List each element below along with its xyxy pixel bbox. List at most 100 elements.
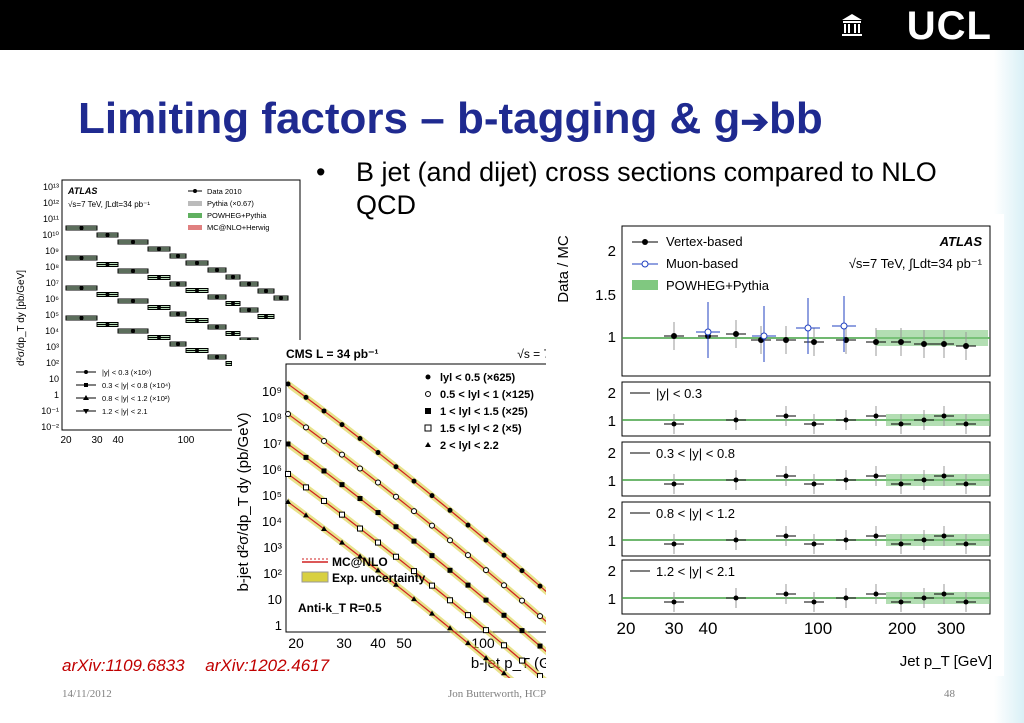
ytick: 10⁻² [41, 422, 59, 432]
legend-entry: Pythia (×0.67) [207, 199, 254, 208]
footer-page-number: 48 [944, 688, 955, 700]
reference-link[interactable]: arXiv:1109.6833 [62, 656, 185, 675]
data-point [941, 591, 947, 597]
data-point [898, 339, 904, 345]
data-point [175, 311, 181, 317]
footer-author: Jon Butterworth, HCP [448, 688, 547, 700]
data-point [921, 537, 927, 543]
data-point [733, 331, 739, 337]
data-point [811, 481, 817, 487]
ytick: 2 [608, 385, 616, 402]
data-point [483, 627, 489, 634]
data-point [321, 497, 327, 504]
data-point [375, 479, 381, 486]
data-point [393, 581, 399, 587]
data-point [285, 411, 291, 417]
ytick: 10⁻¹ [41, 406, 59, 416]
data-point [375, 539, 381, 546]
data-point [263, 288, 269, 294]
data-point [285, 441, 291, 447]
panel-label: 0.8 < |y| < 1.2 [656, 506, 735, 521]
data-point [175, 281, 181, 287]
ytick: 10⁵ [262, 488, 282, 503]
data-point [447, 537, 453, 544]
panel-label: 1.2 < |y| < 2.1 [656, 564, 735, 579]
ytick: 1 [608, 533, 616, 550]
data-point [921, 341, 927, 347]
data-point [501, 670, 507, 676]
data-point [156, 335, 162, 340]
top-bar [0, 0, 1024, 50]
ytick: 10¹³ [43, 182, 59, 192]
data-point [105, 262, 110, 267]
atlas-ratio-plot: Data / MC 2 1.5 1 Vertex-based Muon-base… [546, 214, 1004, 676]
data-point [963, 541, 969, 547]
data-point [483, 567, 489, 574]
atlas-left-legend: Data 2010 Pythia (×0.67) POWHEG+Pythia M… [188, 187, 269, 232]
legend-entry: 1.5 < lyl < 2 (×5) [440, 423, 522, 435]
ytick: 10¹¹ [43, 214, 59, 224]
xtick: 40 [112, 435, 124, 446]
data-point [537, 613, 543, 620]
data-point [447, 597, 453, 604]
uncertainty-band [288, 498, 515, 678]
data-point [873, 413, 879, 419]
data-point [285, 381, 291, 387]
data-point [843, 537, 849, 543]
data-point [130, 298, 136, 304]
slide-title: Limiting factors – b-tagging & g➔bb [78, 94, 823, 143]
data-point [429, 582, 435, 589]
panel-label: 0.3 < |y| < 0.8 [656, 446, 735, 461]
data-point [156, 305, 162, 310]
data-point [811, 421, 817, 427]
data-point [79, 225, 84, 231]
data-point [339, 511, 345, 518]
legend-entry: 0.8 < |y| < 1.2 (×10²) [102, 394, 170, 403]
data-point [339, 539, 345, 545]
data-point [519, 597, 525, 604]
data-point [483, 597, 489, 603]
legend-entry: 2 < lyl < 2.2 [440, 440, 499, 452]
legend-entry: 1 < lyl < 1.5 (×25) [440, 406, 528, 418]
legend-entry: 0.3 < |y| < 0.8 (×10⁴) [102, 381, 171, 390]
atlas-left-rapidity-legend: |y| < 0.3 (×10⁶) 0.3 < |y| < 0.8 (×10⁴) … [76, 368, 171, 416]
data-point [537, 673, 543, 678]
data-point [285, 471, 291, 477]
data-point [194, 348, 200, 353]
data-point [393, 524, 399, 530]
data-point [339, 451, 345, 458]
cms-legend2: MC@NLO Exp. uncertainty Anti-k_T R=0.5 [298, 555, 426, 615]
reference-link[interactable]: arXiv:1202.4617 [205, 656, 330, 675]
ytick: 2 [608, 563, 616, 580]
ytick: 10 [268, 592, 282, 607]
data-point [246, 281, 252, 287]
data-point [873, 533, 879, 539]
data-point [375, 450, 381, 456]
data-point [537, 583, 543, 589]
data-point [519, 568, 525, 574]
atlas-right-label: ATLAS [939, 234, 983, 249]
data-point [671, 421, 677, 427]
atlas-right-top-series [622, 296, 990, 362]
data-point [411, 596, 417, 602]
legend-entry: 0.5 < lyl < 1 (×125) [440, 389, 534, 401]
data-point [411, 568, 417, 575]
data-point [105, 292, 110, 297]
data-point [79, 285, 84, 291]
data-point [130, 268, 136, 274]
data-point [733, 417, 739, 423]
ytick: 10² [46, 358, 59, 368]
data-point [898, 421, 904, 427]
ytick: 1 [608, 591, 616, 608]
ytick: 1.5 [595, 287, 616, 304]
ytick: 2 [608, 445, 616, 462]
data-point [921, 477, 927, 483]
data-point [783, 591, 789, 597]
legend-entry: |y| < 0.3 (×10⁶) [102, 368, 152, 377]
data-point [941, 413, 947, 419]
data-point [357, 465, 363, 472]
subpanel-frame [621, 501, 991, 557]
data-point [760, 332, 768, 340]
xtick: 100 [178, 435, 195, 446]
data-point [278, 295, 284, 301]
